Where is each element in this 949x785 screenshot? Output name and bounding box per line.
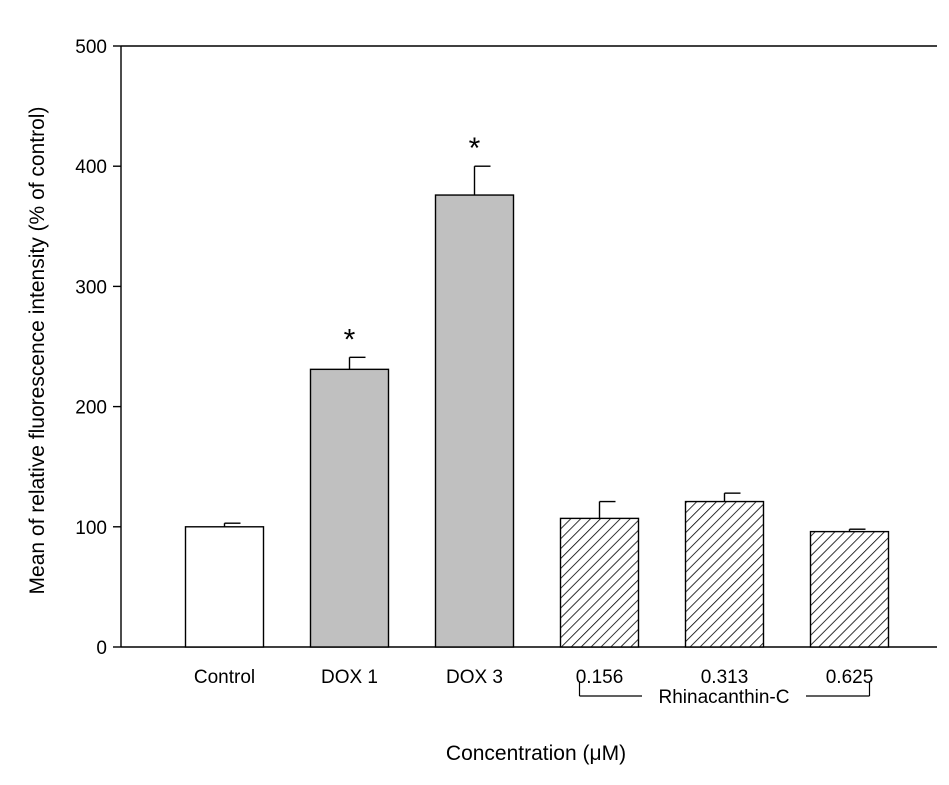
x-tick-labels: Control DOX 1 DOX 3 0.156 0.313 0.625 [194,667,873,688]
y-tick-labels: 0 100 200 300 400 500 [75,37,107,659]
bar [684,500,765,648]
y-axis-title: Mean of relative fluorescence intensity … [26,107,49,595]
group-label: Rhinacanthin-C [659,687,790,708]
y-tick-label: 0 [96,638,107,659]
bar [809,530,890,648]
y-tick-label: 200 [75,398,107,419]
significance-marker: * [469,132,481,165]
bar [184,526,265,648]
x-tick-label: Control [194,667,255,688]
x-tick-label: DOX 1 [321,667,378,688]
significance-marker: * [344,323,356,356]
bar [309,368,390,648]
x-tick-label: DOX 3 [446,667,503,688]
x-tick-label: 0.625 [826,667,874,688]
y-tick-label: 100 [75,518,107,539]
bar [559,517,640,648]
x-tick-label: 0.313 [701,667,749,688]
x-tick-label: 0.156 [576,667,624,688]
bar [434,194,515,648]
annotations: * * Rhinacanthin-C [344,132,871,708]
y-tick-label: 500 [75,37,107,58]
y-tick-label: 300 [75,277,107,298]
y-tick-label: 400 [75,157,107,178]
x-axis-title: Concentration (μM) [446,742,626,765]
bars [184,165,890,648]
